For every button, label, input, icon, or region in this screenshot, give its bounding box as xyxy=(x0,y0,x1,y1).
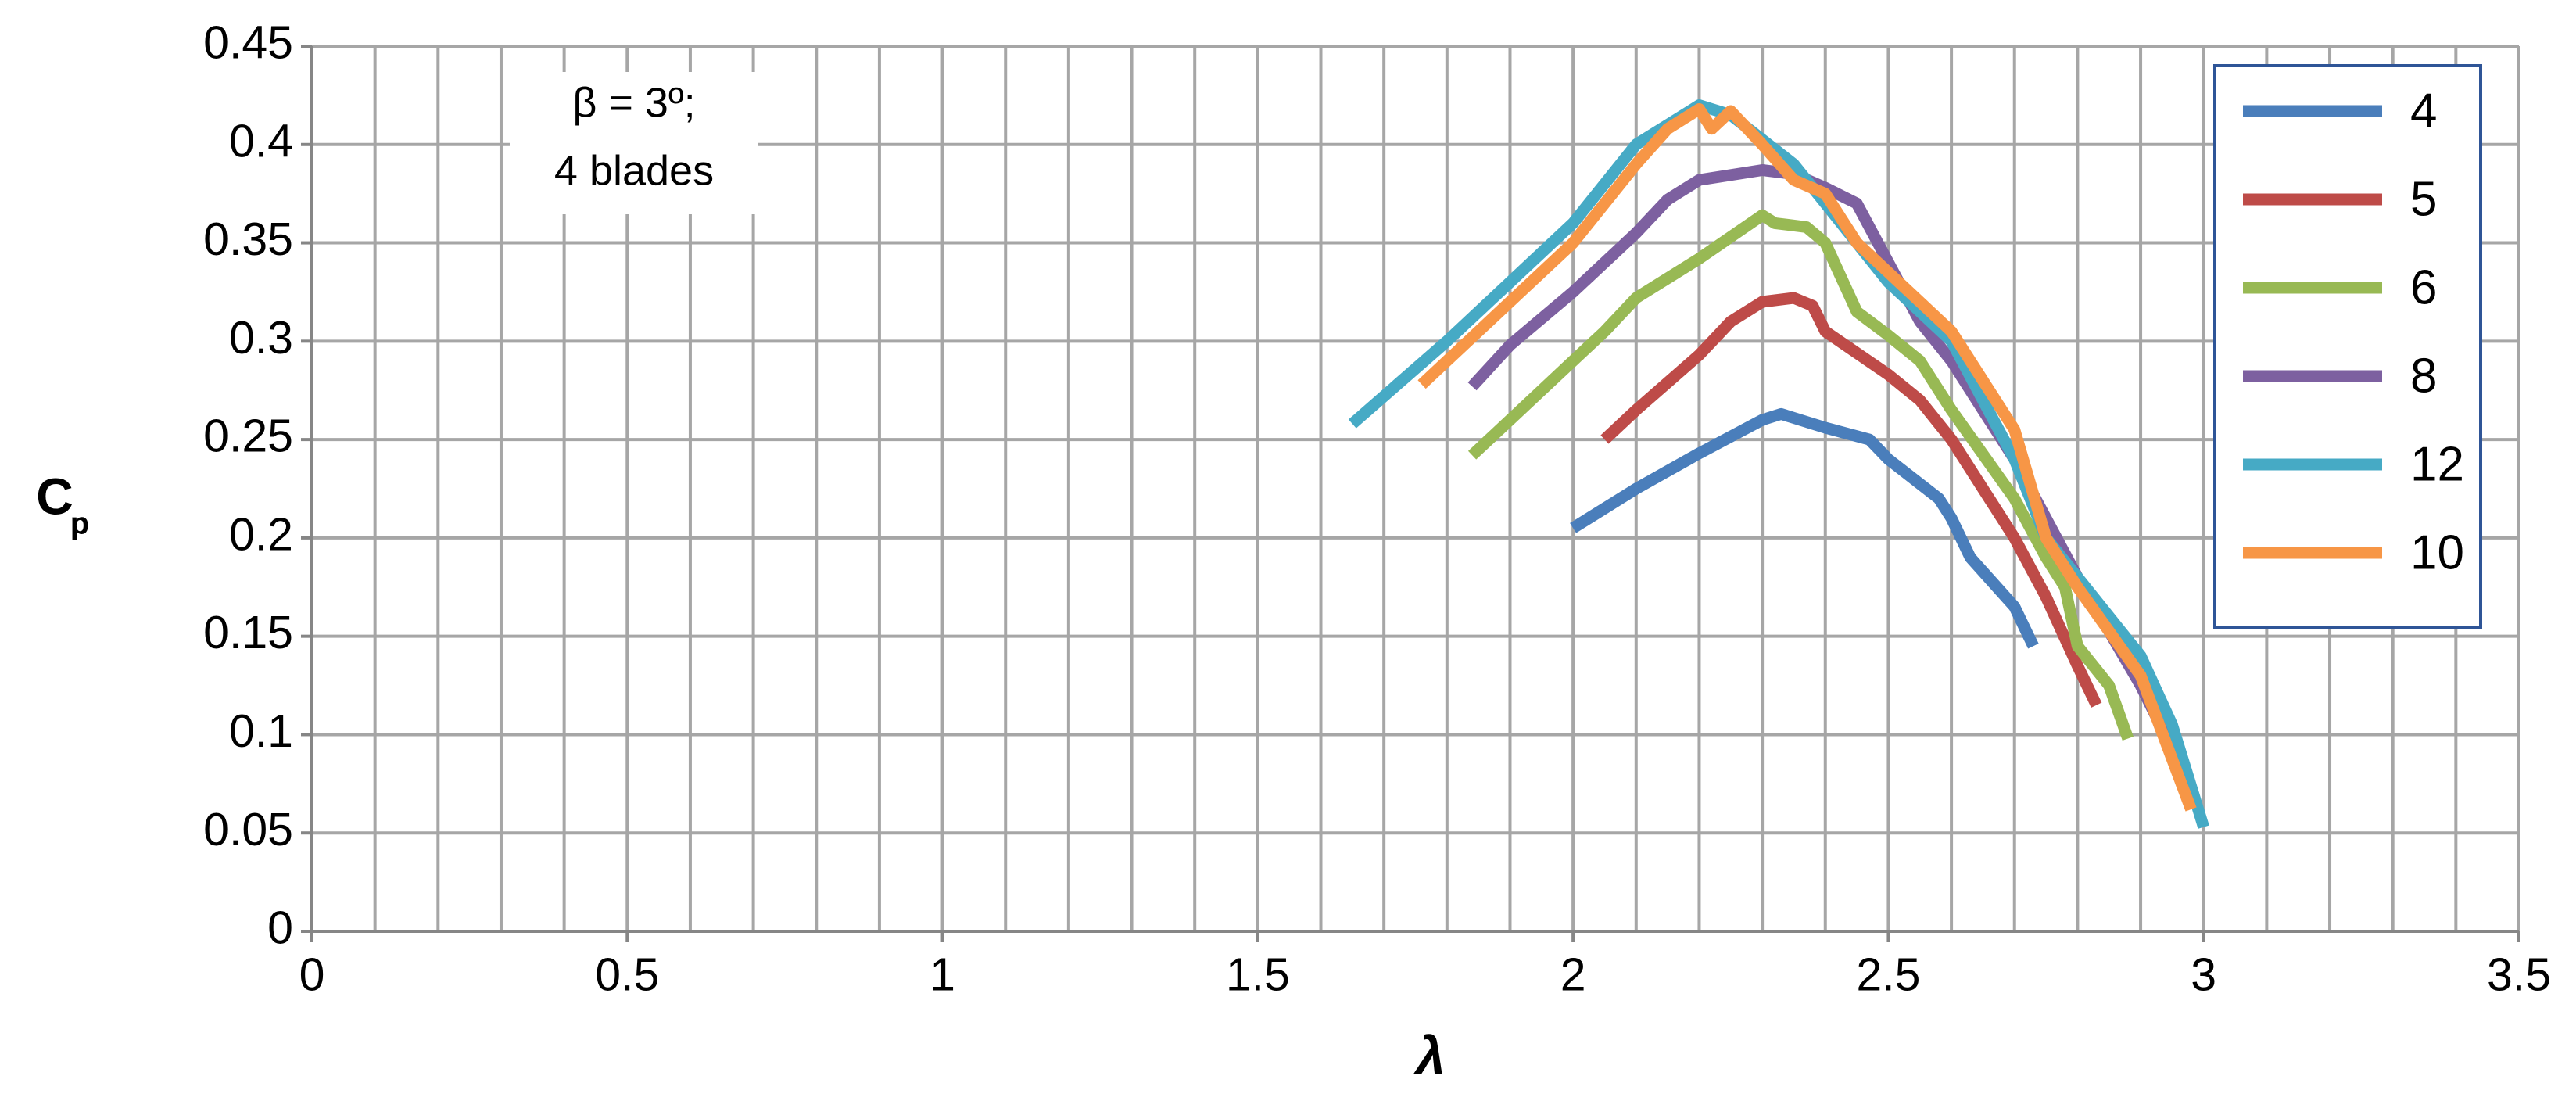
x-tick-label: 3.5 xyxy=(2487,949,2551,1001)
series-line xyxy=(1348,99,2209,829)
legend-label: 12 xyxy=(2410,437,2464,491)
y-tick-label: 0.05 xyxy=(203,804,293,855)
x-tick-label: 1.5 xyxy=(1226,949,1290,1001)
y-tick-label: 0.15 xyxy=(203,607,293,658)
y-tick-label: 0.45 xyxy=(203,17,293,69)
x-tick-label: 0.5 xyxy=(595,949,659,1001)
annotation: 4 blades xyxy=(554,147,714,194)
x-axis-label: λ xyxy=(1413,1026,1446,1085)
annotation-box xyxy=(510,72,758,214)
legend: 4 5 6 8 12 10 xyxy=(2213,64,2482,629)
legend-label: 10 xyxy=(2410,525,2464,579)
series-line xyxy=(1600,292,2102,708)
y-axis-label: C xyxy=(36,467,73,525)
x-tick-label: 0 xyxy=(299,949,325,1001)
y-tick-label: 0.3 xyxy=(229,312,293,364)
series-line xyxy=(1417,103,2197,812)
x-tick-label: 2.5 xyxy=(1856,949,1920,1001)
y-tick-label: 0 xyxy=(267,902,293,954)
legend-label: 5 xyxy=(2410,172,2437,226)
legend-label: 8 xyxy=(2410,349,2437,403)
x-tick-label: 1 xyxy=(930,949,955,1001)
series-line xyxy=(1570,407,2039,649)
annotation: β = 3º; xyxy=(572,79,695,126)
legend-label: 4 xyxy=(2410,84,2437,138)
legend-label: 6 xyxy=(2410,260,2437,314)
y-tick-label: 0.35 xyxy=(203,213,293,265)
series-line xyxy=(1467,209,2134,741)
y-tick-label: 0.25 xyxy=(203,411,293,462)
y-tick-label: 0.4 xyxy=(229,115,293,167)
y-tick-label: 0.2 xyxy=(229,508,293,560)
x-tick-label: 3 xyxy=(2191,949,2216,1001)
y-axis-label-subscript: p xyxy=(70,507,89,541)
legend-box xyxy=(2213,64,2482,629)
x-tick-label: 2 xyxy=(1560,949,1586,1001)
y-tick-label: 0.1 xyxy=(229,705,293,757)
